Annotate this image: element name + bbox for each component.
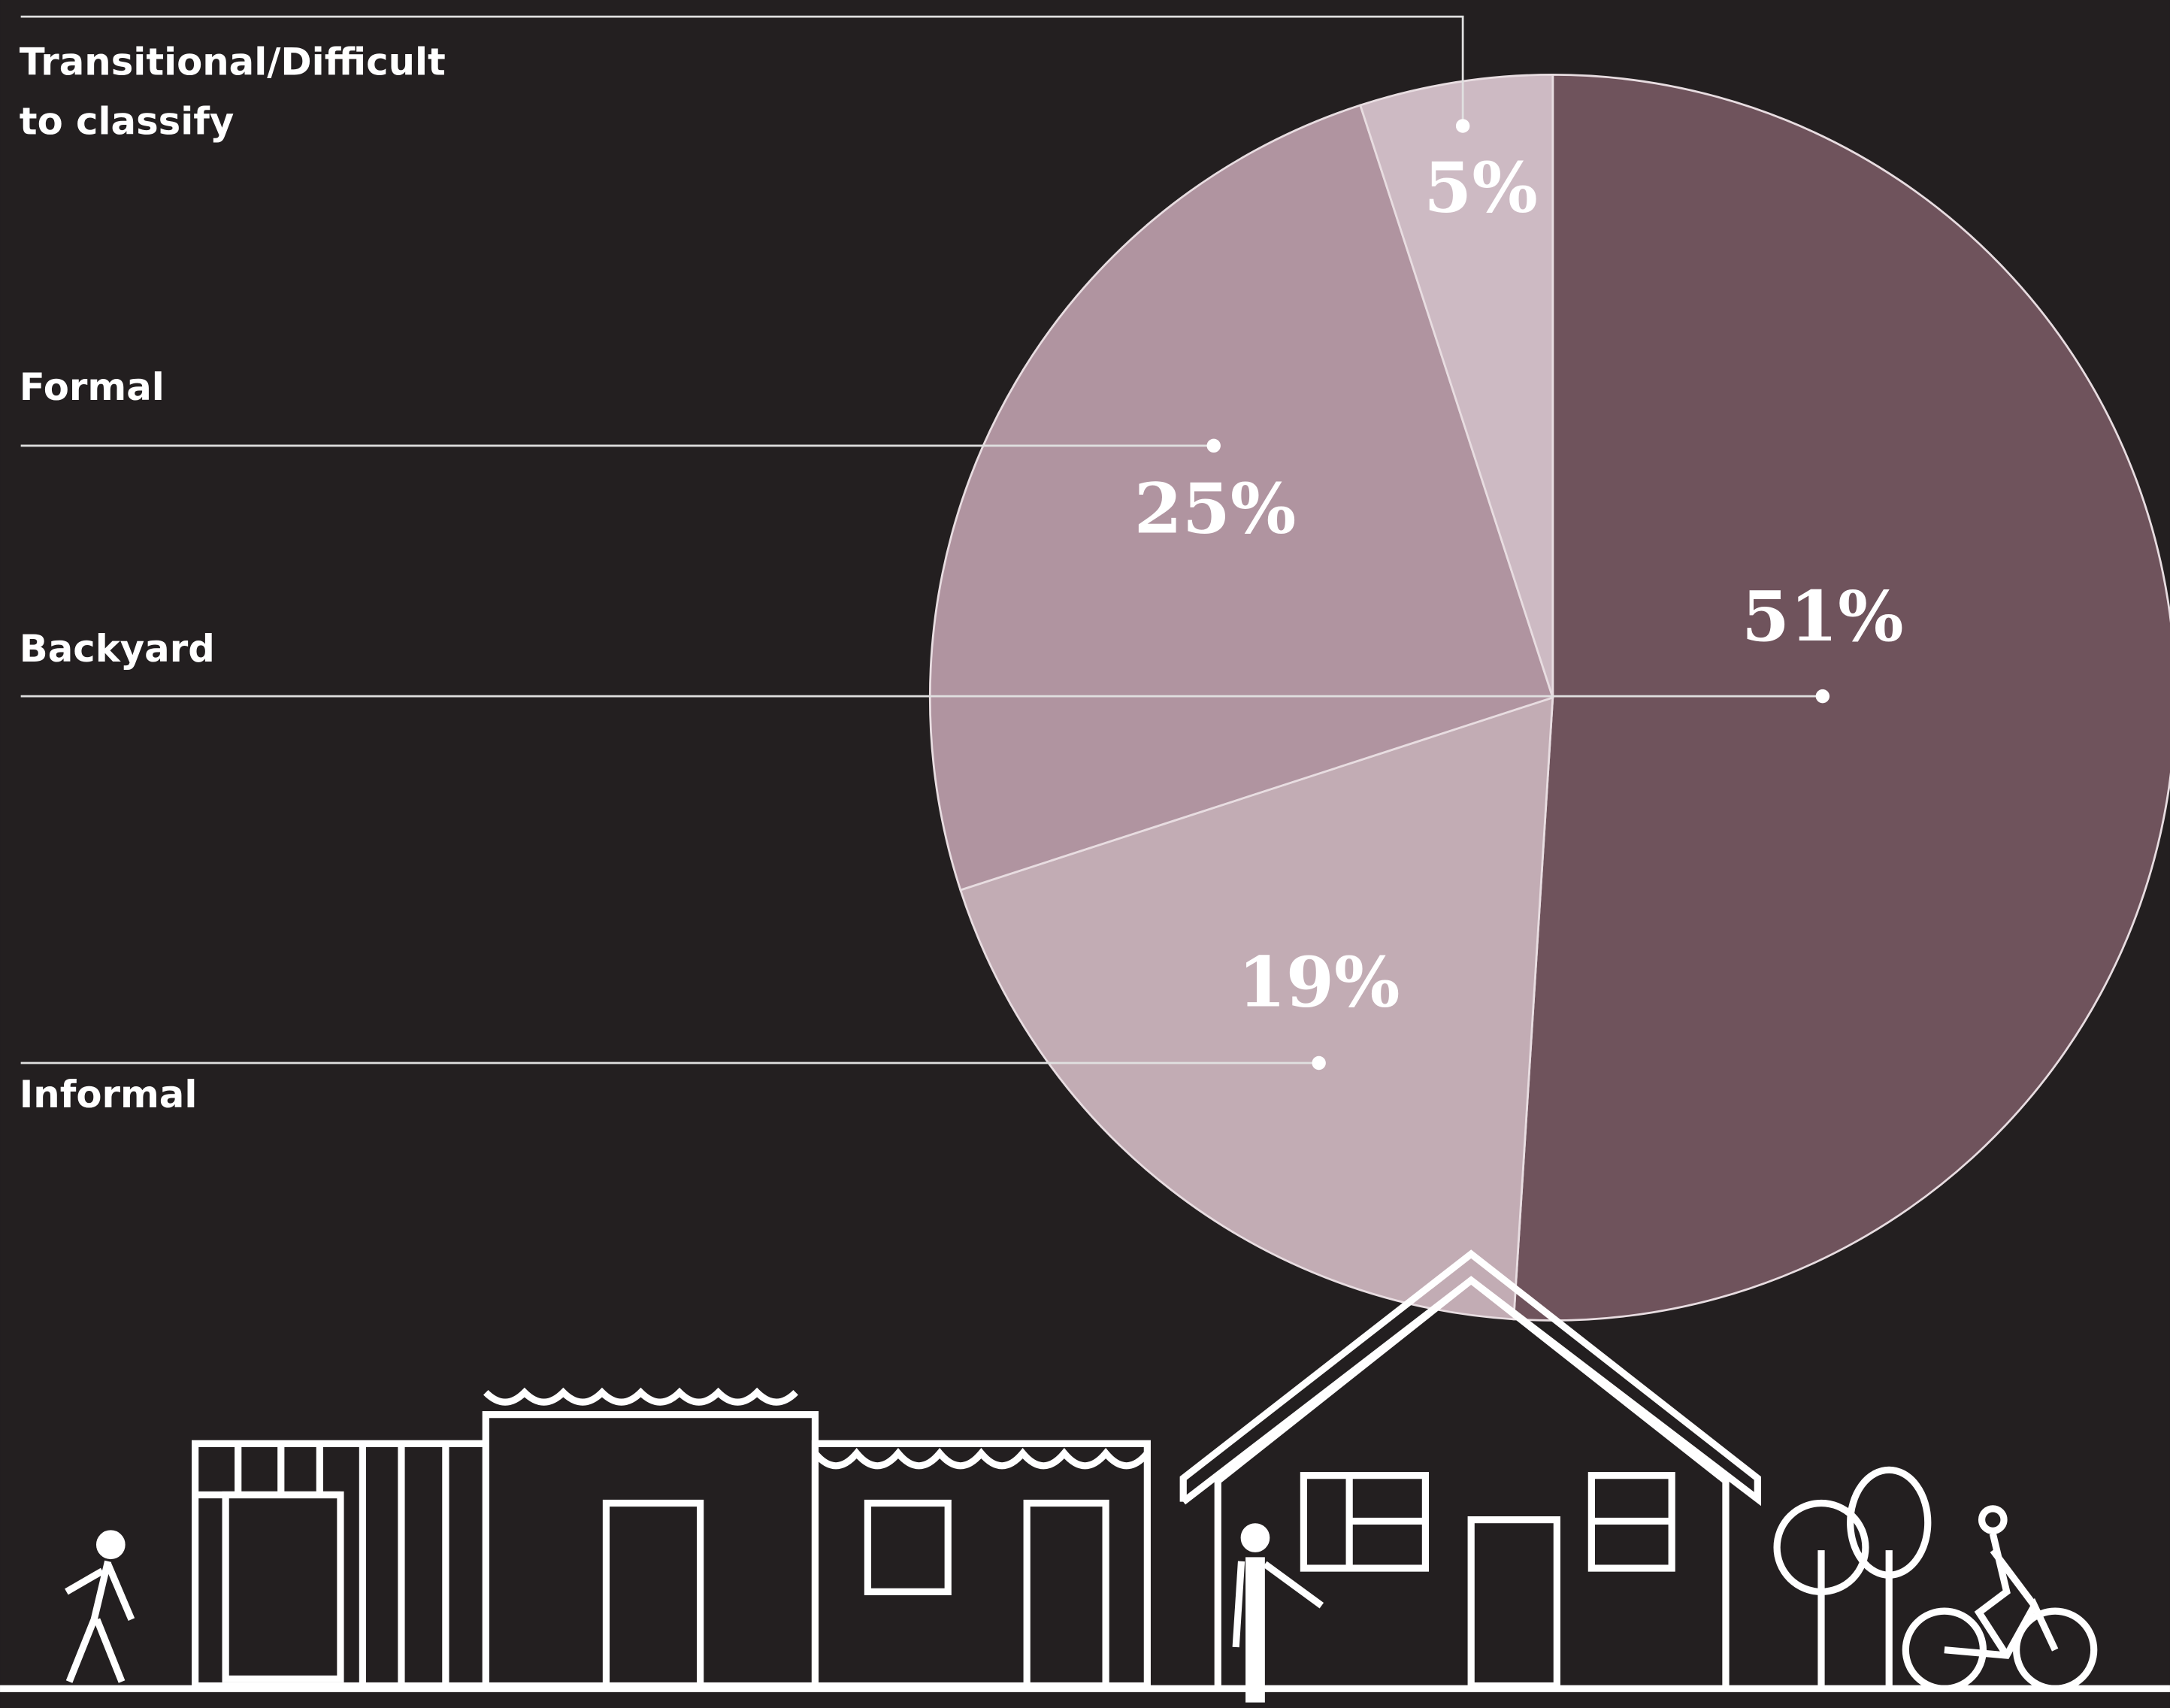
category-label-box: Transitional/Difficult to classify bbox=[19, 41, 446, 144]
value-label: 5% bbox=[1424, 147, 1538, 228]
pie-slice bbox=[1359, 74, 1554, 698]
pie-slice bbox=[928, 104, 1554, 892]
pie-slice bbox=[1512, 74, 2170, 1322]
category-label: Informal bbox=[19, 1074, 198, 1117]
leader-dot bbox=[1815, 689, 1830, 704]
leader-dot bbox=[1312, 1055, 1326, 1071]
category-label: Backyard bbox=[19, 628, 215, 671]
pie bbox=[928, 74, 2170, 1322]
category-label: Transitional/Difficult to classify bbox=[19, 41, 446, 144]
labels: 51% Backyard 19% Informal 25% Formal 5% Transit… bbox=[19, 15, 1904, 1117]
leader-line bbox=[20, 15, 1464, 126]
leader-dot bbox=[1455, 119, 1470, 133]
category-label: Formal bbox=[19, 366, 165, 410]
value-label: 51% bbox=[1742, 576, 1904, 657]
leader-dot bbox=[1206, 438, 1221, 453]
category-label-box: Formal bbox=[19, 366, 165, 410]
value-label: 19% bbox=[1238, 941, 1400, 1022]
category-label-box: Backyard bbox=[19, 628, 215, 671]
category-label-box: Informal bbox=[19, 1074, 198, 1117]
pie-slice bbox=[959, 696, 1554, 1321]
value-label: 25% bbox=[1134, 468, 1297, 550]
street-illustration bbox=[0, 1249, 2170, 1703]
